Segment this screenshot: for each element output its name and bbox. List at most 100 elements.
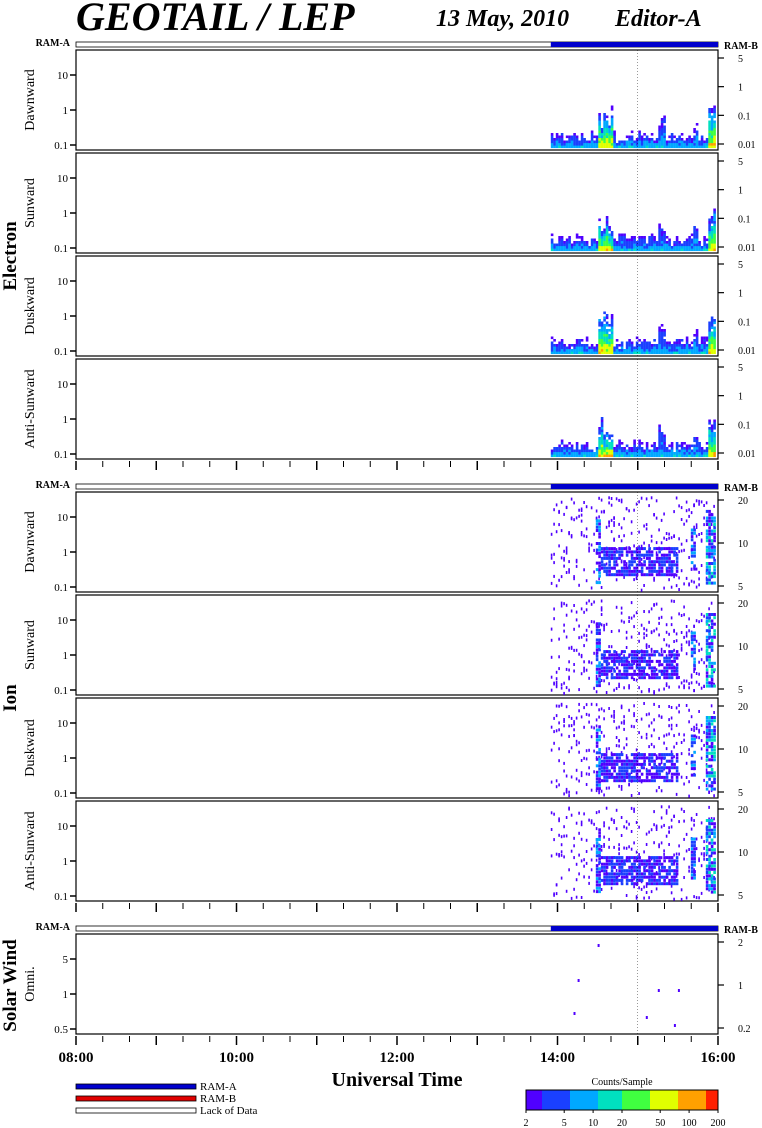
spectrogram-cell — [695, 331, 699, 335]
spectrogram-cell — [675, 246, 679, 249]
spectrogram-cell — [598, 442, 601, 445]
spectrogram-cell — [700, 532, 703, 535]
spectrogram-cell — [610, 659, 614, 663]
spectrogram-cell — [575, 349, 579, 352]
spectrogram-cell — [620, 762, 624, 766]
spectrogram-cell — [665, 248, 669, 252]
spectrogram-cell — [555, 670, 558, 674]
spectrogram-cell — [658, 228, 661, 232]
spectrogram-cell — [710, 444, 714, 448]
spectrogram-cell — [595, 883, 599, 887]
spectrogram-cell — [603, 766, 606, 770]
spectrogram-cell — [613, 779, 616, 783]
spectrogram-cell — [713, 738, 716, 742]
spectrogram-cell — [598, 449, 601, 453]
spectrogram-cell — [665, 556, 669, 560]
spectrogram-cell — [665, 341, 669, 345]
spectrogram-cell — [603, 118, 606, 121]
spectrogram-cell — [593, 246, 596, 249]
spectrogram-cell — [598, 751, 601, 755]
spectrogram-cell — [608, 682, 610, 686]
y-tick-label: 1 — [63, 753, 69, 765]
spectrogram-cell — [620, 650, 624, 654]
spectrogram-cell — [640, 140, 644, 144]
spectrogram-cell — [608, 444, 611, 448]
spectrogram-cell — [698, 143, 701, 146]
spectrogram-cell — [605, 856, 609, 860]
spectrogram-cell — [708, 434, 711, 438]
spectrogram-cell — [695, 735, 698, 739]
ram-b-label: RAM-B — [724, 925, 758, 936]
spectrogram-cell — [628, 452, 631, 455]
spectrogram-cell — [630, 878, 634, 882]
spectrogram-cell — [678, 703, 680, 707]
spectrogram-cell — [673, 573, 676, 577]
spectrogram-cell — [613, 238, 616, 242]
spectrogram-cell — [588, 549, 590, 553]
spectrogram-cell — [703, 238, 706, 242]
spectrogram-cell — [693, 346, 696, 350]
spectrogram-cell — [618, 522, 620, 526]
spectrogram-cell — [553, 344, 556, 347]
spectrogram-cell — [693, 226, 696, 229]
spectrogram-cell — [618, 140, 621, 144]
spectrogram-cell — [648, 762, 651, 766]
y-tick-label: 1 — [63, 650, 69, 662]
spectrogram-cell — [710, 751, 714, 755]
spectrogram-cell — [688, 444, 691, 448]
spectrogram-cell — [670, 585, 673, 589]
spectrogram-cell — [565, 705, 568, 709]
colorbar-cell — [690, 1090, 695, 1110]
spectrogram-cell — [653, 728, 655, 732]
spectrogram-cell — [630, 779, 634, 783]
spectrogram-cell — [600, 434, 604, 438]
spectrogram-cell — [630, 653, 634, 657]
colorbar-title: Counts/Sample — [591, 1077, 653, 1088]
spectrogram-cell — [713, 326, 716, 330]
spectrogram-cell — [560, 135, 564, 139]
spectrogram-cell — [690, 763, 694, 767]
spectrogram-cell — [650, 454, 654, 458]
spectrogram-cell — [635, 759, 639, 763]
spectrogram-cell — [648, 346, 651, 350]
spectrogram-cell — [598, 118, 601, 121]
spectrogram-cell — [660, 233, 664, 237]
spectrogram-cell — [698, 736, 700, 740]
spectrogram-cell — [628, 547, 631, 551]
spectrogram-cell — [603, 331, 606, 335]
spectrogram-cell — [638, 669, 641, 673]
spectrogram-cell — [605, 442, 609, 445]
spectrogram-cell — [713, 211, 716, 214]
spectrogram-cell — [598, 140, 601, 144]
spectrogram-cell — [555, 143, 559, 146]
spectrogram-cell — [705, 552, 709, 556]
spectrogram-cell — [600, 550, 604, 554]
spectrogram-cell — [648, 656, 651, 660]
spectrogram-cell — [630, 856, 634, 860]
spectrogram-cell — [600, 351, 604, 355]
spectrogram-cell — [618, 569, 621, 573]
spectrogram-cell — [598, 787, 601, 791]
spectrogram-cell — [638, 452, 641, 455]
spectrogram-cell — [653, 349, 656, 352]
spectrogram-cell — [710, 143, 714, 146]
spectrogram-cell — [710, 128, 714, 131]
spectrogram-cell — [630, 452, 634, 455]
spectrogram-cell — [580, 820, 583, 824]
colorbar-cell — [678, 1090, 683, 1110]
spectrogram-cell — [555, 135, 559, 139]
spectrogram-cell — [710, 748, 714, 752]
spectrogram-cell — [680, 648, 683, 652]
spectrogram-cell — [603, 434, 606, 438]
spectrogram-cell — [633, 856, 636, 860]
spectrogram-cell — [683, 454, 686, 458]
spectrogram-cell — [640, 449, 644, 453]
spectrogram-cell — [648, 452, 651, 455]
spectrogram-cell — [558, 344, 561, 347]
y-tick-label: 10 — [57, 70, 69, 82]
spectrogram-cell — [610, 238, 614, 242]
spectrogram-cell — [653, 766, 656, 770]
colorbar-cell — [590, 1090, 595, 1110]
spectrogram-cell — [610, 447, 614, 450]
spectrogram-cell — [690, 248, 694, 252]
